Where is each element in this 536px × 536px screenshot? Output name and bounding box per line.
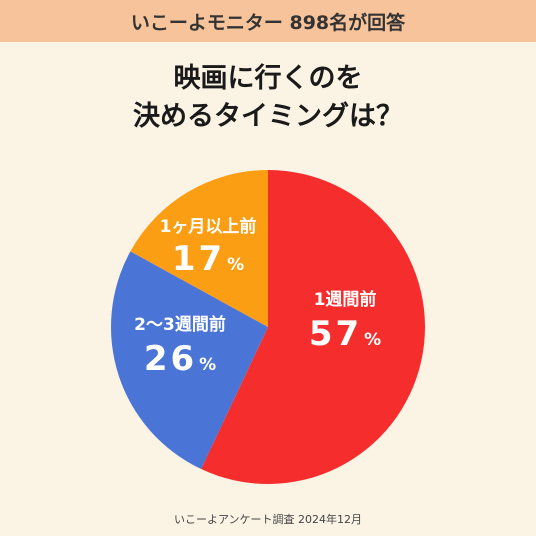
footer-text: いこーよアンケート調査 2024年12月 (173, 513, 363, 526)
pie-slice (110, 251, 268, 470)
slice-category-label: 1週間前 (314, 289, 377, 310)
pie-slice (201, 170, 425, 484)
slice-percent-label: 57% (309, 314, 381, 354)
chart-title: 映画に行くのを 決めるタイミングは？ (0, 60, 536, 136)
slice-category-label: 1ヶ月以上前 (160, 216, 257, 237)
header-text: いこーよモニター 898名が回答 (130, 11, 406, 34)
header-banner: いこーよモニター 898名が回答 (0, 0, 536, 42)
footer-source: いこーよアンケート調査 2024年12月 (0, 511, 536, 527)
chart-title-line2: 決めるタイミングは？ (133, 101, 403, 132)
chart-title-line1: 映画に行くのを (173, 63, 363, 94)
slice-percent-label: 26% (144, 339, 216, 379)
slice-category-label: 2〜3週間前 (134, 314, 226, 335)
slice-percent-label: 17% (172, 239, 244, 279)
pie-slice (130, 170, 268, 327)
